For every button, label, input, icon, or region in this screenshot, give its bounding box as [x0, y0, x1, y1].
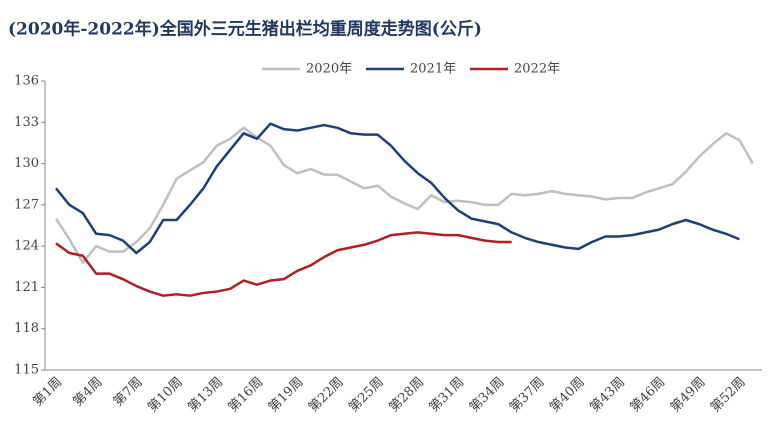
chart-title: (2020年-2022年)全国外三元生猪出栏均重周度走势图(公斤)	[8, 19, 482, 40]
x-tick-label: 第10周	[145, 375, 186, 416]
x-tick-label: 第40周	[547, 375, 588, 416]
y-tick-label: 130	[14, 156, 39, 171]
x-tick-label: 第49周	[668, 375, 709, 416]
x-tick-label: 第52周	[708, 375, 749, 416]
x-tick-label: 第25周	[346, 375, 387, 416]
x-tick-label: 第46周	[628, 375, 669, 416]
x-tick-label: 第13周	[185, 375, 226, 416]
x-tick-label: 第7周	[111, 375, 146, 410]
x-tick-label: 第1周	[30, 375, 65, 410]
x-tick-label: 第16周	[226, 375, 267, 416]
y-tick-label: 124	[14, 239, 39, 254]
series-line	[54, 126, 754, 264]
y-tick-label: 127	[14, 197, 39, 212]
x-tick-label: 第43周	[587, 375, 628, 416]
y-tick-label: 118	[14, 321, 39, 336]
x-tick-label: 第37周	[507, 375, 548, 416]
y-tick-label: 133	[14, 115, 39, 130]
y-tick-label: 136	[14, 74, 39, 89]
series-line	[55, 122, 740, 255]
legend-label: 2022年	[514, 62, 560, 77]
x-tick-label: 第31周	[427, 375, 468, 416]
x-tick-label: 第19周	[266, 375, 307, 416]
x-tick-label: 第28周	[386, 375, 427, 416]
y-tick-label: 115	[14, 363, 39, 378]
legend-label: 2020年	[306, 62, 352, 77]
y-tick-label: 121	[14, 280, 39, 295]
x-tick-label: 第4周	[71, 375, 106, 410]
series-line	[55, 231, 512, 297]
x-tick-label: 第34周	[467, 375, 508, 416]
legend-label: 2021年	[410, 62, 456, 77]
x-tick-label: 第22周	[306, 375, 347, 416]
